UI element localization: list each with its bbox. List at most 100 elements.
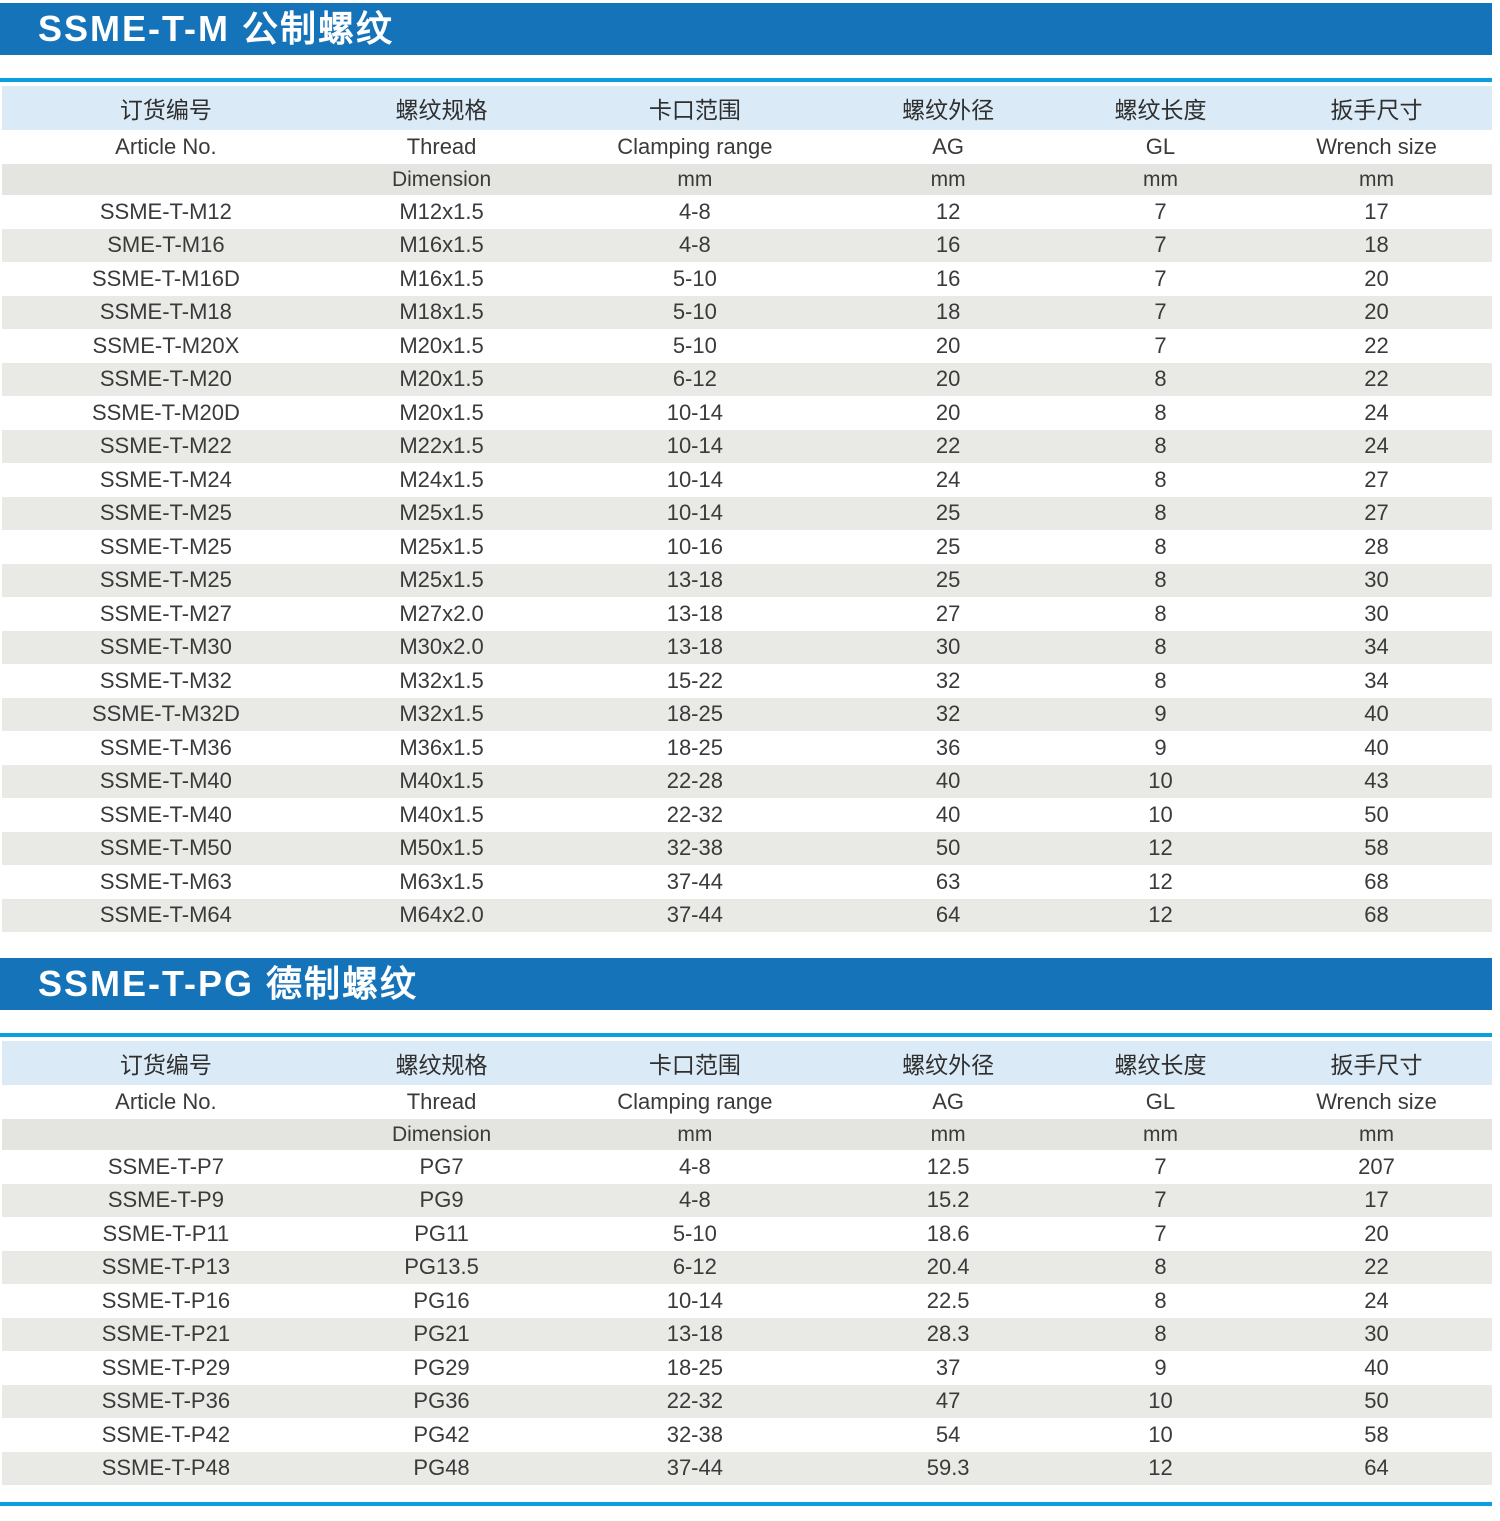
column-header-en-cell: Thread — [406, 134, 477, 159]
column-header-en-cell: GL — [1145, 1089, 1176, 1114]
table-cell: 13-18 — [666, 634, 723, 660]
table-cell: 10-14 — [666, 399, 723, 425]
column-header-cn-cell: 订货编号 — [119, 1052, 212, 1078]
table-cell: 24 — [935, 466, 961, 492]
table-cell: M30x2.0 — [399, 634, 484, 660]
table-cell: SSME-T-P9 — [107, 1187, 224, 1213]
table-cell: 37-44 — [666, 868, 723, 894]
column-header-en-cell: AG — [932, 1089, 965, 1114]
table-cell: 27 — [1364, 466, 1389, 492]
table-cell: M40x1.5 — [399, 768, 484, 794]
column-header-cn-cell: 扳手尺寸 — [1330, 1052, 1423, 1078]
table-cell: 8 — [1154, 533, 1167, 559]
table-cell: 12 — [1148, 902, 1173, 928]
table-cell: PG36 — [413, 1388, 470, 1414]
table-cell: SSME-T-M27 — [99, 600, 232, 626]
table-cell: M25x1.5 — [399, 567, 484, 593]
table-cell: SSME-T-M32 — [99, 667, 232, 693]
table-cell: 50 — [1364, 801, 1389, 827]
table-cell: 34 — [1364, 634, 1389, 660]
table-cell: M27x2.0 — [399, 600, 484, 626]
table-cell: M36x1.5 — [399, 734, 484, 760]
section-pg-thread: SSME-T-PG 德制螺纹 订货编号 螺纹规格 卡口范围 螺纹外径 螺纹长度 扳手尺寸 A… — [0, 958, 1500, 1485]
table-cell: 37-44 — [666, 1455, 723, 1481]
table-row: SSME-T-P9 PG9 4-8 15.2 7 17 — [2, 1183, 1492, 1217]
table-cell: 40 — [1364, 734, 1389, 760]
table-cell: 8 — [1154, 634, 1167, 660]
table-cell: 8 — [1154, 600, 1167, 626]
table-cell: 13-18 — [666, 567, 723, 593]
table-cell: SSME-T-P21 — [101, 1321, 231, 1347]
table-body: SSME-T-M12 M12x1.5 4-8 12 7 17 SME-T-M16 M16x1.… — [2, 195, 1492, 932]
table-row: SSME-T-P21 PG21 13-18 28.3 8 30 — [2, 1317, 1492, 1351]
table-cell: 28.3 — [926, 1321, 970, 1347]
table-header: 订货编号 螺纹规格 卡口范围 螺纹外径 螺纹长度 扳手尺寸 Article No. Threa… — [2, 86, 1492, 195]
table-cell: 16 — [935, 265, 961, 291]
table-cell: 18-25 — [666, 701, 723, 727]
table-cell: SSME-T-M40 — [99, 768, 232, 794]
column-header-en-row: Article No. Thread Clamping range AG GL Wrenc… — [2, 130, 1492, 164]
table-cell: SSME-T-M22 — [99, 433, 232, 459]
table-cell: 20 — [935, 366, 961, 392]
table-cell: 58 — [1364, 1421, 1389, 1447]
table-cell: 5-10 — [672, 1220, 717, 1246]
table-row: SSME-T-M25 M25x1.5 10-14 25 8 27 — [2, 496, 1492, 530]
table-cell: M25x1.5 — [399, 500, 484, 526]
table-cell: 4-8 — [678, 1187, 711, 1213]
table-cell: 22 — [1364, 332, 1389, 358]
table-row: SSME-T-M27 M27x2.0 13-18 27 8 30 — [2, 597, 1492, 631]
table-cell: 54 — [935, 1421, 961, 1447]
table-cell: 7 — [1154, 198, 1167, 224]
table-cell: M12x1.5 — [399, 198, 484, 224]
table-cell: 13-18 — [666, 600, 723, 626]
table-cell: SSME-T-M20X — [92, 332, 240, 358]
column-header-cn-cell: 螺纹规格 — [395, 1052, 488, 1078]
table-cell: 68 — [1364, 868, 1389, 894]
column-unit-cell — [2, 164, 330, 195]
table-row: SSME-T-M36 M36x1.5 18-25 36 9 40 — [2, 731, 1492, 765]
table-cell: 8 — [1154, 500, 1167, 526]
table-cell: 8 — [1154, 567, 1167, 593]
table-cell: 5-10 — [672, 265, 717, 291]
table-cell: SSME-T-M50 — [99, 835, 232, 861]
table-cell: SSME-T-P48 — [101, 1455, 231, 1481]
table-row: SSME-T-M63 M63x1.5 37-44 63 12 68 — [2, 865, 1492, 899]
table-cell: 68 — [1364, 902, 1389, 928]
table-cell: 13-18 — [666, 1321, 723, 1347]
table-cell: M22x1.5 — [399, 433, 484, 459]
table-cell: 6-12 — [672, 366, 717, 392]
table-cell: 40 — [935, 801, 961, 827]
table-row: SSME-T-M16D M16x1.5 5-10 16 7 20 — [2, 262, 1492, 296]
column-unit-cell — [2, 1119, 330, 1150]
table-cell: 12 — [935, 198, 961, 224]
table-cell: M20x1.5 — [399, 399, 484, 425]
table-cell: 32-38 — [666, 1421, 723, 1447]
column-unit-row: Dimension mm mm mm mm — [2, 1119, 1492, 1150]
table-cell: 7 — [1154, 1220, 1167, 1246]
table-cell: M63x1.5 — [399, 868, 484, 894]
table-row: SSME-T-P29 PG29 18-25 37 9 40 — [2, 1351, 1492, 1385]
table-cell: 7 — [1154, 1153, 1167, 1179]
table-cell: SSME-T-M20 — [99, 366, 232, 392]
table-cell: 10-14 — [666, 1287, 723, 1313]
table-cell: 4-8 — [678, 1153, 711, 1179]
table-cell: PG7 — [419, 1153, 464, 1179]
table-cell: 20 — [1364, 1220, 1389, 1246]
table-cell: PG16 — [413, 1287, 470, 1313]
section-title: SSME-T-M 公制螺纹 — [38, 8, 394, 49]
table-cell: 18 — [935, 299, 961, 325]
table-cell: 24 — [1364, 1287, 1389, 1313]
table-cell: PG11 — [414, 1220, 469, 1246]
table-cell: PG42 — [413, 1421, 470, 1447]
column-unit-cell: mm — [1142, 1122, 1178, 1146]
table-header: 订货编号 螺纹规格 卡口范围 螺纹外径 螺纹长度 扳手尺寸 Article No. Threa… — [2, 1041, 1492, 1150]
table-cell: M32x1.5 — [399, 701, 484, 727]
table-cell: 12.5 — [926, 1153, 970, 1179]
table-row: SSME-T-M25 M25x1.5 10-16 25 8 28 — [2, 530, 1492, 564]
table-cell: 18.6 — [926, 1220, 970, 1246]
table-cell: 17 — [1364, 198, 1389, 224]
table-cell: 22.5 — [926, 1287, 970, 1313]
table-cell: 9 — [1154, 1354, 1167, 1380]
column-header-en-cell: Article No. — [115, 1089, 217, 1114]
table-cell: 20 — [1364, 299, 1389, 325]
